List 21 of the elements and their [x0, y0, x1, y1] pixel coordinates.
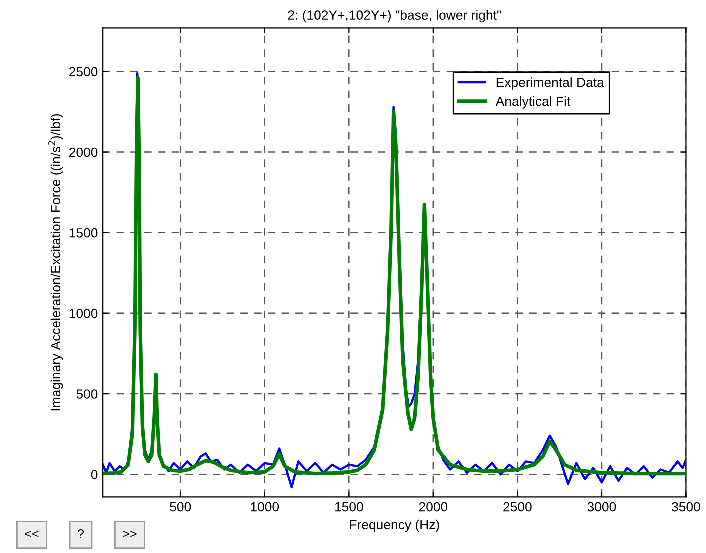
x-axis-title: Frequency (Hz): [350, 520, 440, 532]
x-tick-label: 2500: [504, 502, 532, 512]
y-tick-label: 0: [91, 470, 98, 480]
x-tick-label: 1000: [251, 502, 280, 512]
x-tick-label: 1500: [335, 502, 364, 512]
y-tick-label: 1000: [70, 309, 98, 318]
text: ?: [78, 530, 84, 538]
chart-title: 2: (102Y+,102Y+) "base, lower right": [288, 10, 502, 23]
text: >>: [123, 530, 137, 538]
y-axis-title: Imaginary Acceleration/Excitation Force ((in/s$^{2}$)/lbf): [48, 114, 64, 411]
x-tick-label: 500: [170, 502, 192, 512]
x-tick-label: 2000: [419, 502, 448, 512]
y-tick-label: 2000: [70, 148, 98, 158]
x-tick-label: 3500: [672, 502, 700, 512]
legend-label: Experimental Data: [496, 78, 604, 90]
x-tick-label: 3000: [588, 502, 616, 512]
legend-label: Analytical Fit: [496, 96, 571, 109]
y-tick-label: 2500: [70, 67, 98, 77]
y-tick-label: 500: [76, 390, 98, 399]
y-tick-label: 1500: [70, 228, 98, 238]
text: <<: [25, 530, 39, 538]
